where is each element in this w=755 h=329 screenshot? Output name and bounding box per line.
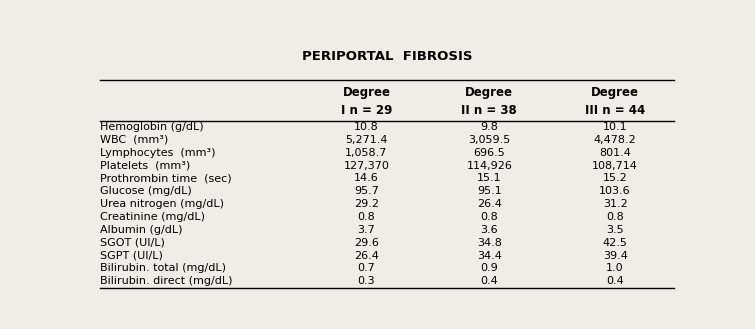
Text: I n = 29: I n = 29	[341, 104, 392, 117]
Text: Platelets  (mm³): Platelets (mm³)	[100, 161, 190, 170]
Text: 0.9: 0.9	[480, 264, 498, 273]
Text: SGPT (UI/L): SGPT (UI/L)	[100, 251, 163, 261]
Text: 3,059.5: 3,059.5	[468, 135, 510, 145]
Text: 0.8: 0.8	[358, 212, 375, 222]
Text: 0.8: 0.8	[606, 212, 624, 222]
Text: PERIPORTAL  FIBROSIS: PERIPORTAL FIBROSIS	[302, 50, 472, 63]
Text: 696.5: 696.5	[473, 148, 505, 158]
Text: Albumin (g/dL): Albumin (g/dL)	[100, 225, 183, 235]
Text: 9.8: 9.8	[480, 122, 498, 132]
Text: 26.4: 26.4	[354, 251, 379, 261]
Text: 14.6: 14.6	[354, 173, 379, 184]
Text: 42.5: 42.5	[602, 238, 627, 248]
Text: 39.4: 39.4	[602, 251, 627, 261]
Text: 108,714: 108,714	[592, 161, 638, 170]
Text: Bilirubin. direct (mg/dL): Bilirubin. direct (mg/dL)	[100, 276, 233, 286]
Text: 31.2: 31.2	[602, 199, 627, 209]
Text: 103.6: 103.6	[599, 186, 631, 196]
Text: 0.4: 0.4	[606, 276, 624, 286]
Text: Creatinine (mg/dL): Creatinine (mg/dL)	[100, 212, 205, 222]
Text: 3.6: 3.6	[480, 225, 498, 235]
Text: Glucose (mg/dL): Glucose (mg/dL)	[100, 186, 192, 196]
Text: 0.3: 0.3	[358, 276, 375, 286]
Text: 29.6: 29.6	[354, 238, 379, 248]
Text: Prothrombin time  (sec): Prothrombin time (sec)	[100, 173, 232, 184]
Text: 5,271.4: 5,271.4	[345, 135, 388, 145]
Text: 95.1: 95.1	[477, 186, 502, 196]
Text: WBC  (mm³): WBC (mm³)	[100, 135, 168, 145]
Text: II n = 38: II n = 38	[461, 104, 517, 117]
Text: 29.2: 29.2	[354, 199, 379, 209]
Text: 15.2: 15.2	[602, 173, 627, 184]
Text: 3.7: 3.7	[358, 225, 375, 235]
Text: Degree: Degree	[591, 86, 639, 99]
Text: 15.1: 15.1	[477, 173, 501, 184]
Text: Hemoglobin (g/dL): Hemoglobin (g/dL)	[100, 122, 204, 132]
Text: Degree: Degree	[343, 86, 390, 99]
Text: 1.0: 1.0	[606, 264, 624, 273]
Text: 0.4: 0.4	[480, 276, 498, 286]
Text: III n = 44: III n = 44	[585, 104, 646, 117]
Text: 4,478.2: 4,478.2	[593, 135, 636, 145]
Text: SGOT (UI/L): SGOT (UI/L)	[100, 238, 165, 248]
Text: 34.8: 34.8	[477, 238, 502, 248]
Text: Bilirubin. total (mg/dL): Bilirubin. total (mg/dL)	[100, 264, 226, 273]
Text: 10.8: 10.8	[354, 122, 379, 132]
Text: 10.1: 10.1	[602, 122, 627, 132]
Text: 801.4: 801.4	[599, 148, 631, 158]
Text: Degree: Degree	[465, 86, 513, 99]
Text: 0.8: 0.8	[480, 212, 498, 222]
Text: 26.4: 26.4	[477, 199, 502, 209]
Text: 0.7: 0.7	[358, 264, 375, 273]
Text: 34.4: 34.4	[477, 251, 502, 261]
Text: 3.5: 3.5	[606, 225, 624, 235]
Text: Urea nitrogen (mg/dL): Urea nitrogen (mg/dL)	[100, 199, 224, 209]
Text: 95.7: 95.7	[354, 186, 379, 196]
Text: 1,058.7: 1,058.7	[345, 148, 387, 158]
Text: Lymphocytes  (mm³): Lymphocytes (mm³)	[100, 148, 216, 158]
Text: 127,370: 127,370	[344, 161, 390, 170]
Text: 114,926: 114,926	[467, 161, 513, 170]
